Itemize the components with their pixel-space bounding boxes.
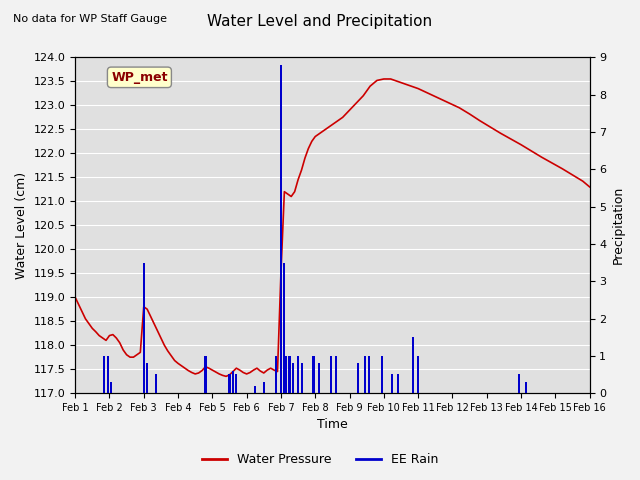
Bar	[301, 363, 303, 393]
Text: WP_met: WP_met	[111, 71, 168, 84]
Bar	[254, 385, 256, 393]
Y-axis label: Water Level (cm): Water Level (cm)	[15, 172, 28, 279]
Text: No data for WP Staff Gauge: No data for WP Staff Gauge	[13, 14, 167, 24]
Bar	[312, 356, 314, 393]
Bar	[412, 337, 414, 393]
Y-axis label: Precipitation: Precipitation	[612, 186, 625, 264]
Bar	[143, 263, 145, 393]
Bar	[381, 356, 383, 393]
Bar	[357, 363, 359, 393]
Bar	[155, 374, 157, 393]
Bar	[525, 382, 527, 393]
Bar	[107, 356, 109, 393]
Bar	[263, 382, 265, 393]
Bar	[204, 356, 207, 393]
Legend: Water Pressure, EE Rain: Water Pressure, EE Rain	[196, 448, 444, 471]
Bar	[228, 374, 230, 393]
Bar	[330, 356, 332, 393]
Bar	[392, 374, 394, 393]
Bar	[232, 371, 234, 393]
Bar	[317, 363, 320, 393]
Bar	[103, 356, 106, 393]
Text: Water Level and Precipitation: Water Level and Precipitation	[207, 14, 433, 29]
Bar	[364, 356, 366, 393]
Bar	[417, 356, 419, 393]
Bar	[297, 356, 299, 393]
Bar	[518, 374, 520, 393]
Bar	[397, 374, 399, 393]
Bar	[283, 263, 285, 393]
Bar	[275, 356, 277, 393]
Bar	[285, 356, 287, 393]
X-axis label: Time: Time	[317, 419, 348, 432]
Bar	[292, 363, 294, 393]
Bar	[369, 356, 371, 393]
Bar	[335, 356, 337, 393]
Bar	[146, 363, 148, 393]
Bar	[110, 382, 112, 393]
Bar	[280, 65, 282, 393]
Bar	[289, 356, 291, 393]
Bar	[236, 374, 237, 393]
